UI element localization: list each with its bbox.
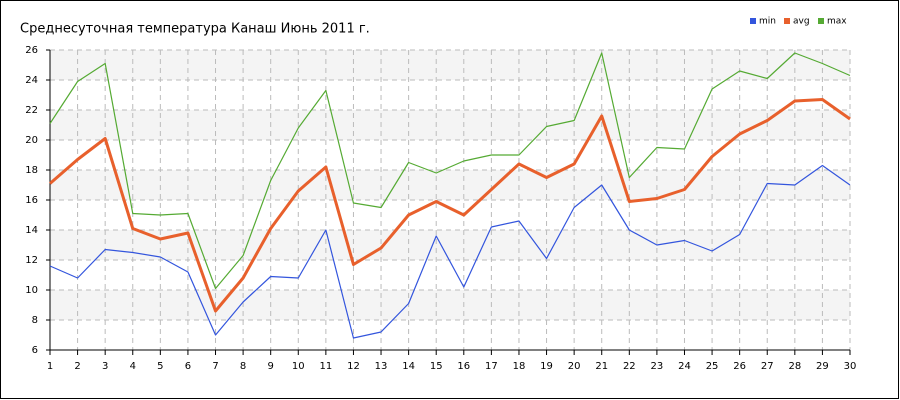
x-tick-label: 2 [74, 361, 80, 372]
x-tick-label: 15 [430, 361, 443, 372]
y-tick-label: 24 [25, 75, 38, 86]
legend-swatch [818, 18, 824, 24]
x-tick-label: 18 [513, 361, 526, 372]
y-tick-label: 16 [25, 195, 38, 206]
x-tick-label: 21 [595, 361, 608, 372]
x-tick-label: 24 [678, 361, 691, 372]
y-tick-label: 14 [25, 225, 38, 236]
x-tick-label: 14 [402, 361, 415, 372]
legend-label: avg [793, 17, 810, 27]
x-tick-label: 10 [292, 361, 305, 372]
x-tick-label: 22 [623, 361, 636, 372]
y-tick-label: 22 [25, 105, 38, 116]
x-tick-label: 19 [540, 361, 553, 372]
line [49, 52, 851, 290]
band [50, 110, 850, 140]
x-tick-label: 7 [212, 361, 218, 372]
x-tick-label: 5 [157, 361, 163, 372]
band [50, 230, 850, 260]
x-tick-label: 12 [347, 361, 360, 372]
y-tick-label: 20 [25, 135, 38, 146]
x-tick-label: 26 [733, 361, 746, 372]
y-tick-label: 18 [25, 165, 38, 176]
line [49, 98, 851, 313]
line [49, 164, 851, 339]
y-tick-label: 26 [25, 45, 38, 56]
x-tick-label: 27 [761, 361, 774, 372]
x-tick-label: 8 [240, 361, 246, 372]
x-tick-label: 20 [568, 361, 581, 372]
x-tick-label: 17 [485, 361, 498, 372]
y-tick-label: 6 [32, 345, 38, 356]
x-tick-label: 3 [102, 361, 108, 372]
x-tick-label: 13 [375, 361, 388, 372]
y-tick-label: 10 [25, 285, 38, 296]
y-tick-label: 12 [25, 255, 38, 266]
x-tick-label: 6 [185, 361, 191, 372]
band [50, 170, 850, 200]
x-tick-label: 29 [816, 361, 829, 372]
x-tick-label: 9 [268, 361, 274, 372]
y-tick-label: 8 [32, 315, 38, 326]
band [50, 290, 850, 320]
x-tick-label: 25 [706, 361, 719, 372]
band [50, 50, 850, 80]
legend-label: max [827, 17, 847, 27]
x-tick-label: 30 [844, 361, 857, 372]
legend-swatch [750, 18, 756, 24]
legend-label: min [759, 17, 776, 27]
legend-swatch [784, 18, 790, 24]
x-tick-label: 1 [47, 361, 53, 372]
chart-title: Среднесуточная температура Канаш Июнь 20… [20, 22, 370, 37]
x-tick-label: 23 [651, 361, 664, 372]
x-tick-label: 28 [788, 361, 801, 372]
x-tick-label: 11 [319, 361, 332, 372]
x-tick-label: 4 [130, 361, 136, 372]
x-tick-label: 16 [457, 361, 470, 372]
